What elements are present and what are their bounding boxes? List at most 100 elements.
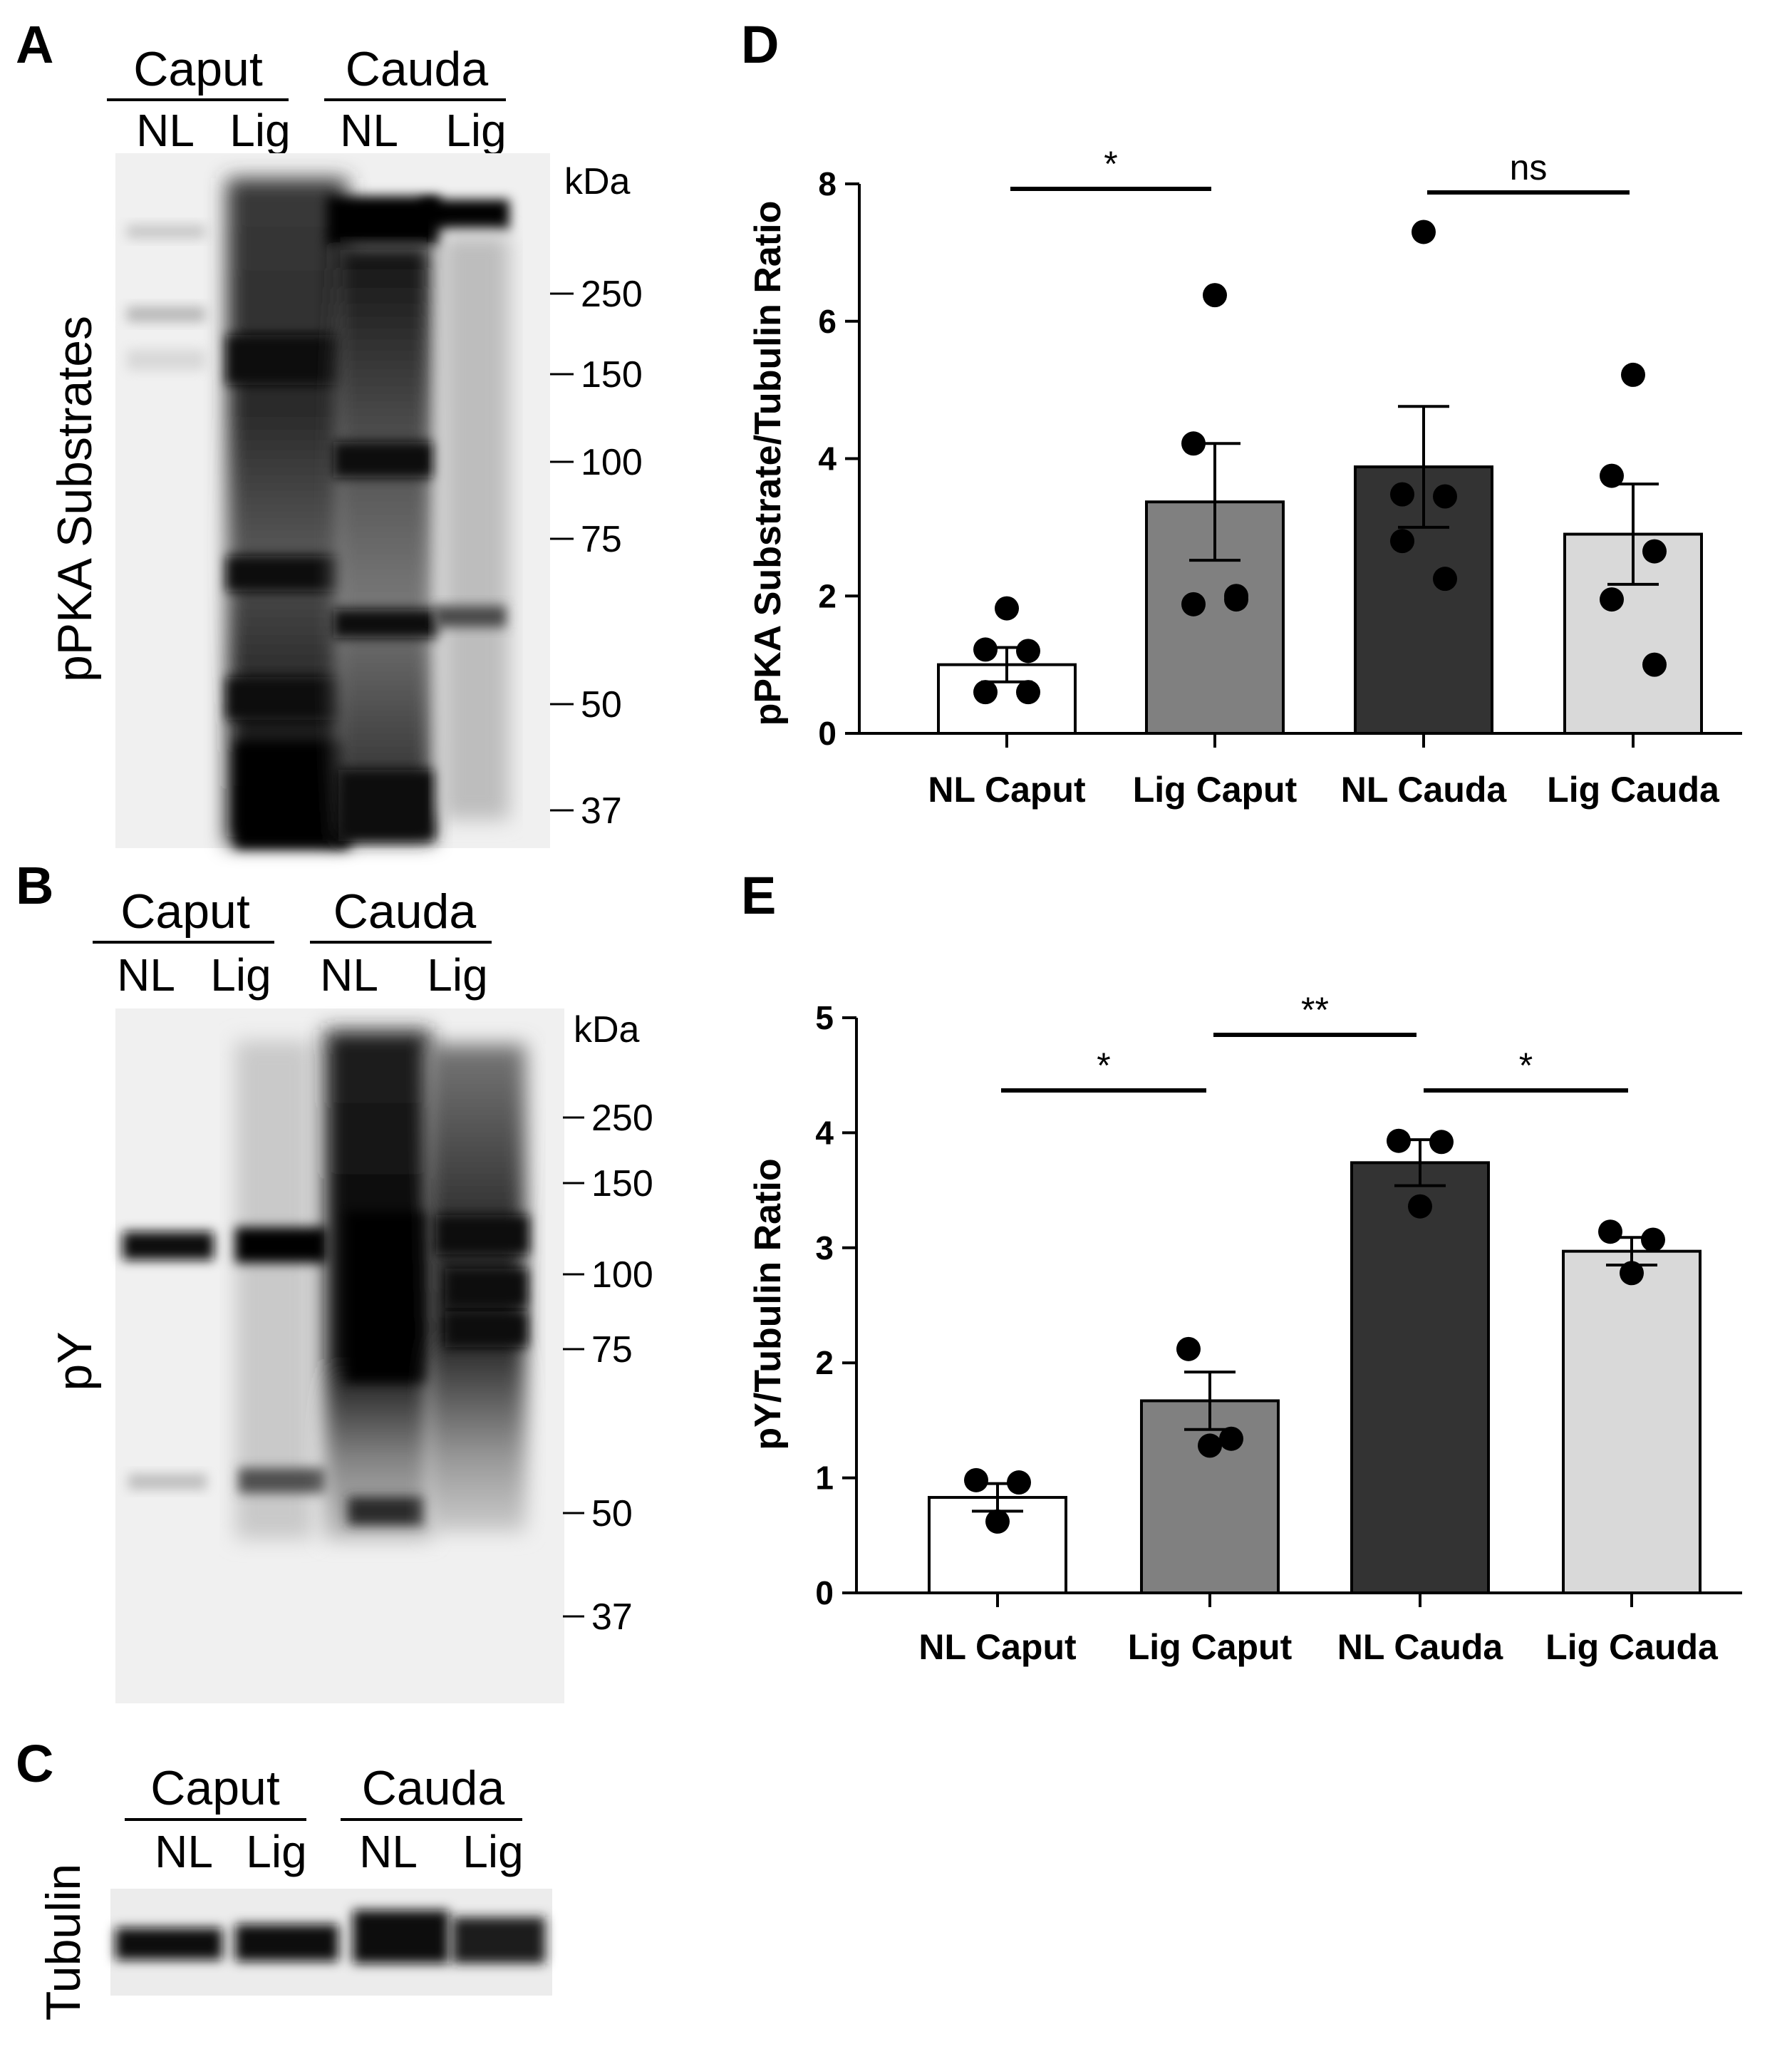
y-tick-label: 6	[818, 303, 837, 340]
bar	[1562, 1249, 1702, 1594]
lane-label: NL	[340, 105, 398, 156]
significance-label: *	[1097, 1046, 1110, 1085]
data-point	[1198, 1433, 1222, 1458]
data-point	[1181, 431, 1206, 456]
category-label: Lig Cauda	[1545, 1627, 1719, 1667]
data-point	[973, 680, 998, 705]
blot-a-ylabel: pPKA Substrates	[48, 316, 102, 682]
data-point	[1429, 1130, 1454, 1155]
y-tick-label: 8	[818, 165, 837, 202]
header-caput: Caput	[120, 884, 250, 939]
bars	[937, 405, 1703, 735]
data-point	[985, 1509, 1010, 1534]
mw-marker: 37	[591, 1596, 633, 1638]
mw-marker: 50	[591, 1493, 633, 1534]
y-ticks: 0 1 2 3 4 5	[815, 999, 856, 1611]
lane-label: Lig	[445, 105, 506, 156]
mw-markers-b: 250 150 100 75 50 37	[563, 1098, 653, 1638]
lane-label: NL	[136, 105, 195, 156]
kda-label: kDa	[574, 1009, 640, 1051]
data-point	[1224, 587, 1248, 612]
data-point	[1007, 1470, 1031, 1495]
panel-letter-e: E	[741, 866, 776, 925]
data-point	[1412, 220, 1436, 244]
mw-marker: 150	[591, 1163, 653, 1204]
y-tick-label: 5	[815, 999, 834, 1036]
category-label: Lig Caput	[1128, 1627, 1293, 1667]
lane-label: NL	[155, 1826, 213, 1877]
significance-brackets: ****	[1001, 990, 1628, 1093]
lane-label: NL	[359, 1826, 418, 1877]
data-point	[1203, 283, 1227, 308]
data-point	[1620, 1261, 1644, 1286]
significance-label: *	[1519, 1046, 1533, 1085]
y-tick-label: 3	[815, 1229, 834, 1266]
mw-marker: 150	[581, 354, 643, 396]
data-point	[1641, 1227, 1665, 1252]
y-tick-label: 2	[815, 1344, 834, 1381]
data-point	[1016, 680, 1040, 705]
y-tick-label: 1	[815, 1460, 834, 1497]
mw-marker: 37	[581, 790, 622, 832]
category-labels: NL Caput Lig Caput NL Cauda Lig Cauda	[918, 1593, 1719, 1667]
category-label: NL Caput	[928, 770, 1086, 810]
data-point	[1390, 482, 1414, 507]
kda-label: kDa	[564, 161, 631, 202]
lane-label: NL	[320, 949, 378, 1001]
chart-e-ylabel: pY/Tubulin Ratio	[747, 1158, 789, 1450]
y-tick-label: 2	[818, 577, 837, 614]
data-point	[1642, 652, 1667, 677]
blot-b-image	[115, 1008, 564, 1703]
category-label: Lig Cauda	[1547, 770, 1720, 810]
blot-c-image	[110, 1889, 552, 1996]
blot-c-ylabel: Tubulin	[36, 1864, 90, 2021]
panel-letter-a: A	[16, 15, 53, 74]
data-point	[1621, 362, 1645, 387]
data-point	[1642, 539, 1667, 564]
header-cauda: Cauda	[362, 1761, 505, 1815]
blot-panel-a: A Caput Cauda NL Lig NL Lig pPKA Substra…	[16, 15, 643, 848]
y-tick-label: 4	[815, 1114, 834, 1151]
data-points	[964, 1128, 1665, 1534]
mw-marker: 100	[591, 1254, 653, 1296]
mw-markers-a: 250 150 100 75 50 37	[550, 274, 643, 832]
data-point	[1181, 592, 1206, 616]
y-tick-label: 0	[818, 715, 837, 752]
significance-label: *	[1104, 144, 1117, 184]
lane-label: NL	[117, 949, 175, 1001]
lane-label: Lig	[229, 105, 290, 156]
data-point	[964, 1467, 988, 1492]
y-tick-label: 0	[815, 1574, 834, 1611]
category-label: Lig Caput	[1133, 770, 1298, 810]
panel-letter-c: C	[16, 1734, 53, 1793]
data-point	[1387, 1128, 1411, 1153]
data-point	[1176, 1336, 1201, 1361]
data-point	[973, 637, 998, 662]
lane-label: Lig	[210, 949, 271, 1001]
data-point	[1600, 463, 1624, 488]
data-point	[1219, 1426, 1243, 1451]
lane-label: Lig	[246, 1826, 306, 1877]
chart-d-ylabel: pPKA Substrate/Tubulin Ratio	[747, 201, 789, 726]
mw-marker: 75	[591, 1329, 633, 1371]
header-caput: Caput	[133, 42, 263, 96]
header-cauda: Cauda	[346, 42, 489, 96]
header-caput: Caput	[150, 1761, 280, 1815]
header-cauda: Cauda	[333, 884, 477, 939]
y-tick-label: 4	[818, 440, 837, 478]
mw-marker: 75	[581, 519, 622, 560]
data-point	[1598, 1219, 1622, 1244]
category-label: NL Cauda	[1337, 1627, 1504, 1667]
mw-marker: 250	[591, 1098, 653, 1139]
data-point	[1433, 567, 1457, 592]
data-point	[1600, 587, 1624, 612]
blot-panel-b: B Caput Cauda NL Lig NL Lig pY kDa 25	[16, 856, 653, 1703]
data-points	[973, 220, 1667, 705]
bar	[1350, 1161, 1490, 1594]
category-label: NL Caput	[918, 1627, 1077, 1667]
category-label: NL Cauda	[1341, 770, 1508, 810]
significance-label: **	[1301, 990, 1329, 1030]
category-labels: NL Caput Lig Caput NL Cauda Lig Cauda	[928, 733, 1720, 810]
